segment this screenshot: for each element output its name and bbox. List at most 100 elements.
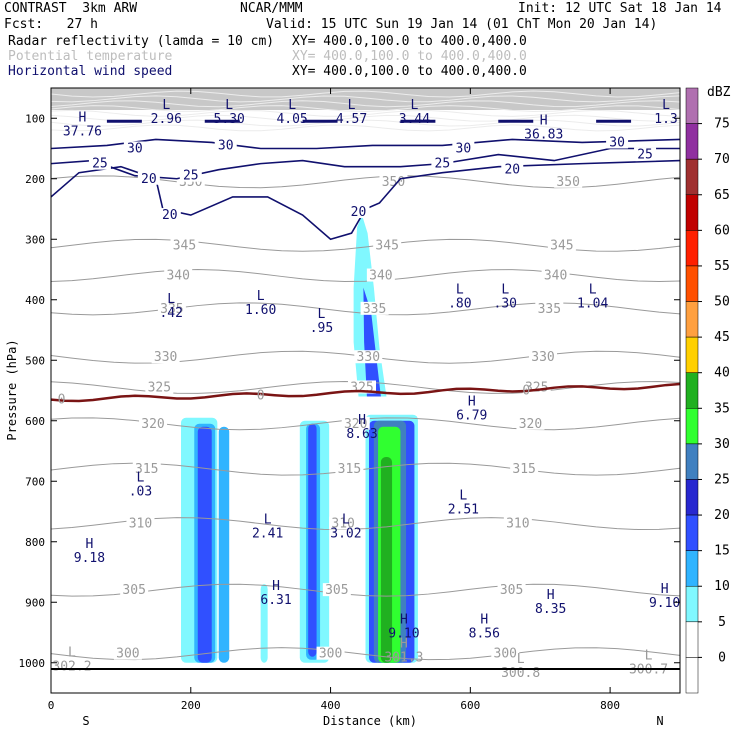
theta-label: 320: [344, 417, 367, 432]
extremum-marker: L: [411, 98, 419, 113]
y-tick-label: 200: [25, 173, 45, 186]
zero-line-path: [51, 382, 680, 403]
colorbar-label: 70: [714, 152, 730, 167]
y-tick-label: 400: [25, 294, 45, 307]
theta-label-bg: [132, 462, 161, 476]
extremum-value: 300.7: [629, 663, 668, 678]
init-time: Init: 12 UTC Sat 18 Jan 14: [518, 1, 722, 16]
colorbar-unit: dBZ: [707, 85, 731, 100]
wind-label-bg: [88, 156, 111, 170]
wind-label: 25: [183, 169, 199, 184]
extremum-marker: L: [288, 98, 296, 113]
wind-label-bg: [158, 208, 181, 222]
zero-line-label: 0: [522, 384, 530, 399]
colorbar-label: 20: [714, 508, 730, 523]
wind-label: 30: [456, 142, 472, 157]
theta-label: 305: [325, 583, 348, 598]
theta-label: 325: [148, 380, 171, 395]
wind-label-bg: [606, 135, 629, 149]
wind-label-bg: [347, 205, 370, 219]
extremum-marker: H: [272, 579, 280, 594]
theta-label: 315: [512, 462, 535, 477]
colorbar-segment: [685, 514, 699, 551]
wind-label-bg: [214, 138, 237, 152]
theta-label-bg: [316, 646, 345, 660]
reflectivity-layer: [176, 215, 467, 663]
reflectivity-cell: [197, 426, 212, 663]
theta-label: 320: [141, 417, 164, 432]
colorbar-label: 30: [714, 437, 730, 452]
theta-label: 300: [494, 647, 517, 662]
model-title: CONTRAST 3km ARW: [4, 1, 138, 16]
extremum-marker: L: [137, 470, 145, 485]
extremum-marker: H: [400, 637, 408, 652]
theta-label-bg: [554, 174, 583, 188]
extremum-marker: L: [162, 98, 170, 113]
theta-label-bg: [535, 301, 564, 315]
field3-name: Horizontal wind speed: [8, 64, 173, 79]
theta-label: 340: [544, 269, 567, 284]
theta-label-bg: [329, 516, 358, 530]
colorbar-segment: [685, 301, 699, 338]
wind-label: 25: [435, 157, 451, 172]
colorbar-segment: [685, 265, 699, 302]
extremum-value: 301.3: [384, 651, 423, 666]
wind-label-bg: [123, 141, 146, 155]
strat-theta-line: [51, 114, 680, 122]
forecast-hour: Fcst: 27 h: [4, 17, 98, 32]
reflectivity-cell: [308, 423, 317, 657]
theta-label: 350: [382, 175, 405, 190]
extremum-marker: L: [167, 292, 175, 307]
colorbar-label: 10: [714, 579, 730, 594]
x-axis: 0 200 400 600 800: [48, 88, 620, 712]
reflectivity-cell: [260, 584, 268, 663]
theta-line: [51, 269, 680, 283]
strat-theta-line: [51, 100, 680, 108]
y-tick-label: 700: [25, 475, 45, 488]
extremum-value: 3.02: [330, 527, 361, 542]
theta-label-bg: [120, 583, 149, 597]
reflectivity-cell: [218, 426, 230, 663]
theta-label-bg: [547, 238, 576, 252]
theta-label: 315: [338, 462, 361, 477]
theta-label: 340: [369, 269, 392, 284]
theta-label-bg: [491, 646, 520, 660]
extremum-marker: H: [661, 582, 669, 597]
extremum-value: 37.76: [63, 124, 102, 139]
colorbar-segment: [685, 372, 699, 409]
upper-gray-band: [51, 88, 680, 110]
y-tick-label: 600: [25, 415, 45, 428]
colorbar-label: 40: [714, 366, 730, 381]
x-tick-label: 800: [600, 699, 620, 712]
org-title: NCAR/MMM: [240, 1, 303, 16]
zero-line-label: 0: [257, 388, 265, 403]
wind-contour-line: [51, 138, 680, 150]
extremum-value: 2.96: [151, 112, 182, 127]
theta-label: 325: [350, 380, 373, 395]
colorbar-label: 25: [714, 472, 730, 487]
colorbar-label: 35: [714, 401, 730, 416]
extremum-value: 3.44: [399, 112, 430, 127]
valid-time: Valid: 15 UTC Sun 19 Jan 14 (01 ChT Mon …: [266, 17, 658, 32]
colorbar-label: 45: [714, 330, 730, 345]
theta-label: 350: [556, 175, 579, 190]
colorbar-segment: [685, 550, 699, 587]
wind-label: 30: [218, 138, 234, 153]
x-tick-label: 0: [48, 699, 55, 712]
extremum-value: 4.57: [336, 112, 367, 127]
theta-label: 305: [500, 583, 523, 598]
extremum-value: 8.35: [535, 602, 566, 617]
strat-theta-line: [51, 105, 680, 113]
theta-label: 345: [550, 238, 573, 253]
wind-contours: 30 30 30 30 25 25 25 25 20 20 20 20: [51, 119, 680, 241]
colorbar-label: 60: [714, 223, 730, 238]
extremum-value: 5.30: [214, 112, 245, 127]
extremum-value: .95: [310, 321, 333, 336]
extremum-value: 4.05: [276, 112, 307, 127]
plot-frame: [50, 87, 681, 694]
strat-theta-line: [51, 109, 680, 117]
theta-label: 320: [519, 417, 542, 432]
theta-label: 310: [331, 517, 354, 532]
